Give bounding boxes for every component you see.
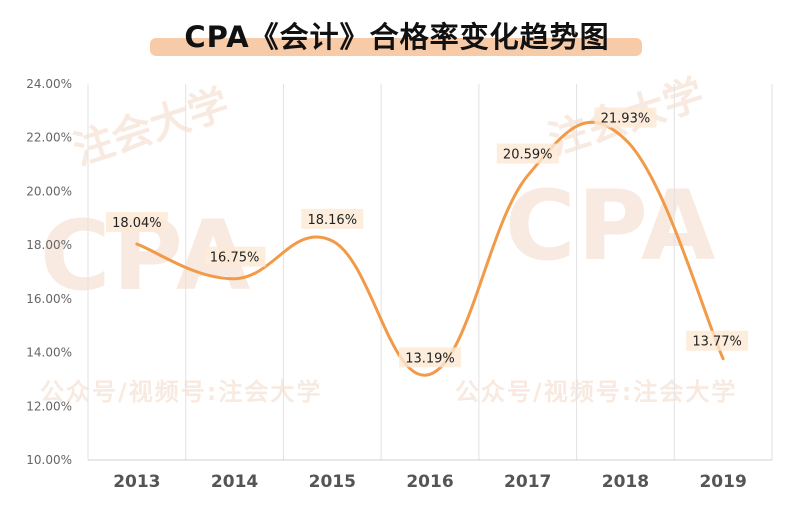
x-tick-label: 2018	[602, 472, 649, 492]
x-axis-tick-labels: 2013 2014 2015 2016 2017 2018 2019	[113, 472, 747, 492]
y-tick-label: 10.00%	[26, 453, 72, 467]
y-tick-label: 20.00%	[26, 184, 72, 198]
y-tick-label: 14.00%	[26, 346, 72, 360]
x-tick-label: 2016	[406, 472, 453, 492]
data-label-background	[686, 330, 749, 351]
grid-lines	[87, 84, 773, 461]
y-tick-label: 18.00%	[26, 238, 72, 252]
data-label: 18.16%	[307, 213, 357, 228]
y-axis-tick-labels: 10.00% 12.00% 14.00% 16.00% 18.00% 20.00% 22.0…	[26, 77, 72, 467]
y-tick-label: 22.00%	[26, 131, 72, 145]
watermark-text-left: 公众号/视频号:注会大学	[40, 378, 323, 406]
data-label: 20.59%	[503, 148, 553, 163]
data-label: 21.93%	[601, 112, 651, 127]
data-label-background	[594, 107, 657, 128]
x-tick-label: 2017	[504, 472, 551, 492]
x-tick-label: 2019	[699, 472, 746, 492]
data-labels: 18.04% 16.75% 18.16% 13.19% 20.59% 21.93% 13.7…	[105, 107, 749, 368]
data-label: 18.04%	[112, 216, 162, 231]
watermark-text-right: 公众号/视频号:注会大学	[455, 378, 738, 406]
chart-title-block: CPA《会计》合格率变化趋势图	[0, 8, 794, 58]
watermark-logo-right: CPA	[505, 170, 718, 282]
data-label-background	[399, 347, 461, 368]
x-tick-label: 2014	[211, 472, 258, 492]
data-label-background	[496, 143, 559, 164]
x-tick-label: 2013	[113, 472, 160, 492]
data-label: 13.19%	[405, 351, 455, 366]
data-label-background	[105, 212, 168, 233]
data-label: 16.75%	[210, 251, 260, 266]
data-label-background	[203, 246, 266, 267]
y-tick-label: 12.00%	[26, 399, 72, 413]
data-label-background	[301, 208, 364, 229]
chart-title: CPA《会计》合格率变化趋势图	[184, 20, 610, 54]
y-tick-label: 24.00%	[26, 77, 72, 91]
title-underline	[150, 38, 642, 56]
y-tick-label: 16.00%	[26, 292, 72, 306]
x-tick-label: 2015	[309, 472, 356, 492]
data-label: 13.77%	[692, 335, 742, 350]
